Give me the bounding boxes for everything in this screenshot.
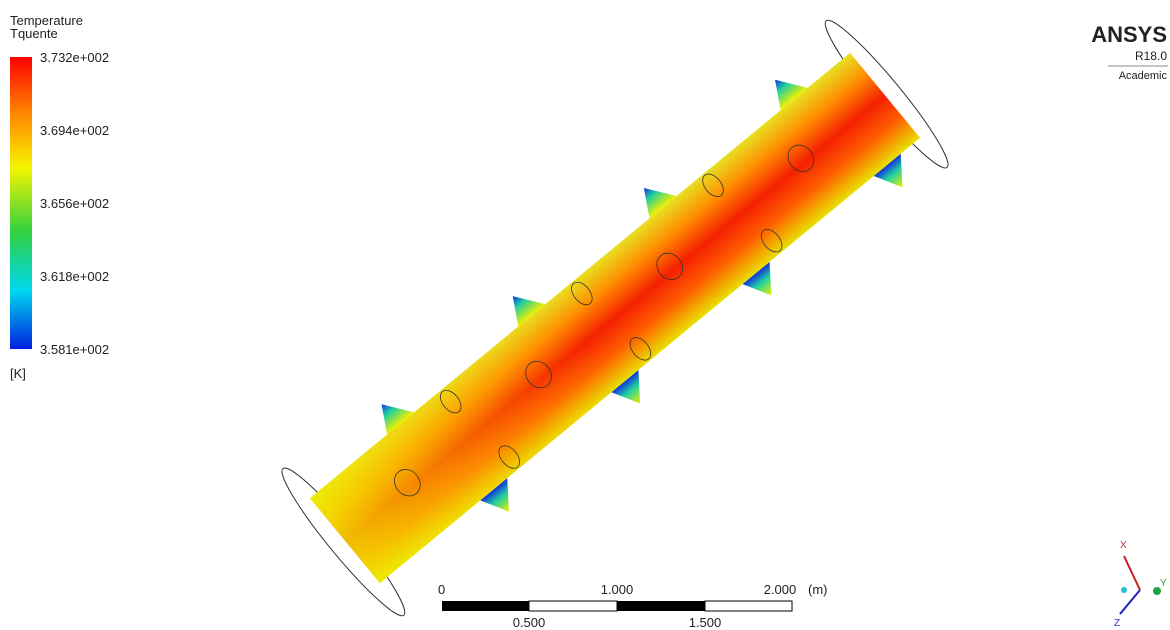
legend-label: 3.656e+002 xyxy=(40,196,109,211)
triad-x xyxy=(1124,556,1140,590)
scale-label: 0 xyxy=(438,582,445,597)
scale-label: 1.500 xyxy=(689,615,722,630)
scale-segment xyxy=(442,601,529,611)
scale-bar xyxy=(442,601,792,611)
scale-label: 0.500 xyxy=(513,615,546,630)
legend-label: 3.581e+002 xyxy=(40,342,109,357)
legend-unit: [K] xyxy=(10,366,26,381)
scale-segment xyxy=(617,601,705,611)
logo-version: R18.0 xyxy=(1135,49,1167,63)
model xyxy=(272,12,958,624)
triad-origin xyxy=(1121,587,1127,593)
legend-variable: Tquente xyxy=(10,26,58,41)
legend-labels: 3.732e+002 3.694e+002 3.656e+002 3.618e+002… xyxy=(40,50,109,357)
axis-triad xyxy=(1120,556,1161,614)
legend-label: 3.694e+002 xyxy=(40,123,109,138)
logo-name: ANSYS xyxy=(1091,22,1167,47)
triad-label: Z xyxy=(1114,618,1120,629)
legend-label: 3.732e+002 xyxy=(40,50,109,65)
scale-segment xyxy=(529,601,617,611)
legend-label: 3.618e+002 xyxy=(40,269,109,284)
triad-z xyxy=(1120,590,1140,614)
viewport: Temperature Tquente 3.732e+0023.694e+002… xyxy=(0,0,1170,630)
triad-label: Y xyxy=(1160,578,1167,589)
scale-segment xyxy=(705,601,792,611)
triad-label: X xyxy=(1120,540,1127,551)
scale-unit: (m) xyxy=(808,582,828,597)
color-bar xyxy=(10,57,32,349)
logo-edition: Academic xyxy=(1119,70,1168,82)
pipe-shading xyxy=(310,53,920,583)
scale-label: 2.000 xyxy=(764,582,797,597)
scale-label: 1.000 xyxy=(601,582,634,597)
